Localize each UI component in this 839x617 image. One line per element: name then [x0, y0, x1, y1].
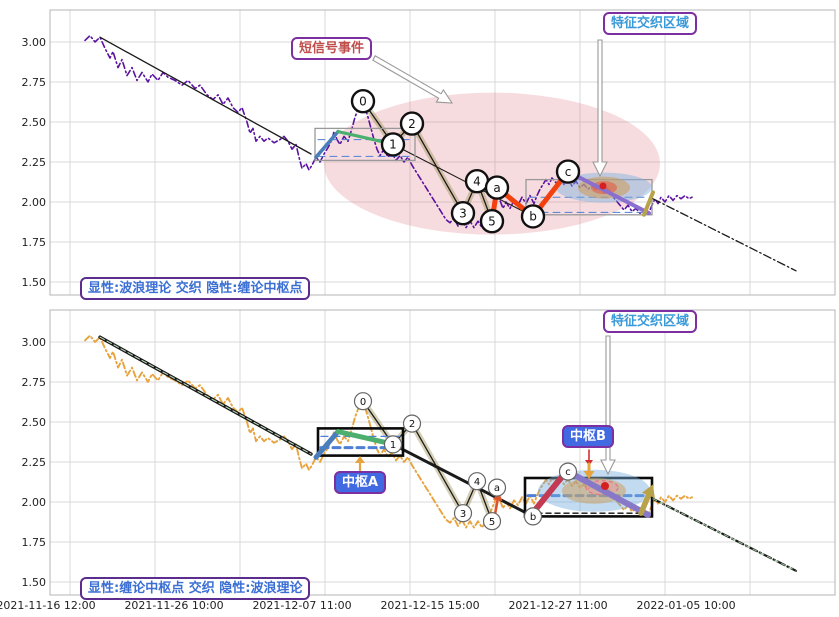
wave-point-circle-1 [383, 435, 403, 454]
blue-segment [314, 129, 340, 159]
tail-green-core [652, 498, 797, 572]
feature-zone-label-top: 特征交织区域 [603, 12, 698, 35]
khaki-up-arrow-head [641, 484, 655, 499]
wave-point-circle-b [520, 204, 546, 229]
wave-point-label-b: b [529, 210, 537, 224]
abc-red-zigzag [489, 169, 571, 224]
pivot-a-label: 中枢A [334, 471, 387, 494]
heat-red-dot [599, 182, 607, 190]
wave-point-circle-c [555, 159, 581, 184]
five-to-a-arrow-head [492, 492, 503, 502]
panel-caption-top: 显性:波浪理论 交织 隐性:缠论中枢点 [80, 277, 311, 300]
feature-arrow-bottom [600, 335, 616, 476]
tail-dashdot [652, 198, 797, 272]
wave-point-label-0: 0 [359, 95, 367, 109]
y-tick-label: 2.75 [22, 76, 47, 89]
wave-point-circle-4 [467, 472, 487, 491]
wave-point-circle-5 [482, 512, 502, 531]
wave-point-label-4: 4 [474, 477, 480, 488]
y-tick-label: 1.75 [22, 236, 47, 249]
y-tick-label: 2.50 [22, 416, 47, 429]
y-tick-label: 1.50 [22, 576, 47, 589]
y-tick-label: 2.75 [22, 376, 47, 389]
wave-point-circle-a [484, 175, 510, 200]
y-tick-label: 1.50 [22, 276, 47, 289]
y-tick-label: 2.25 [22, 156, 47, 169]
wave-point-label-a: a [494, 483, 500, 494]
panel-caption-bottom: 显性:缠论中枢点 交织 隐性:波浪理论 [80, 577, 311, 600]
feature-arrow-top [592, 39, 608, 178]
wave-point-label-5: 5 [488, 215, 496, 229]
pivot-box [316, 427, 405, 457]
wave-point-circle-0 [350, 88, 376, 114]
price-line-explicit-wave-theory [84, 34, 693, 229]
x-tick-label: 2021-12-07 11:00 [252, 599, 351, 612]
wave-point-label-3: 3 [460, 509, 466, 520]
y-tick-label: 2.50 [22, 116, 47, 129]
pivot-b-gold-arrow-head [583, 471, 595, 479]
blue-segment [313, 429, 341, 460]
wave-point-label-5: 5 [489, 517, 495, 528]
y-tick-label: 1.75 [22, 536, 47, 549]
feature-zone-label-bottom: 特征交织区域 [603, 310, 698, 333]
trend-line-green-core [99, 336, 312, 455]
pivot-box [314, 127, 416, 162]
c-down-purple [565, 468, 651, 518]
price-line-explicit-chan-pivot [84, 334, 693, 529]
y-tick-label: 3.00 [22, 336, 47, 349]
wave-point-circle-2 [402, 414, 422, 433]
pivot-a-arrow-head [355, 456, 365, 463]
line-1-to-b [392, 143, 534, 217]
wave-point-label-2: 2 [408, 117, 416, 131]
wave-point-label-1: 1 [390, 440, 396, 451]
x-tick-label: 2022-01-05 10:00 [636, 599, 735, 612]
y-tick-label: 2.25 [22, 456, 47, 469]
x-tick-label: 2021-12-15 15:00 [380, 599, 479, 612]
y-tick-label: 3.00 [22, 36, 47, 49]
pivot-b-label: 中枢B [562, 425, 614, 448]
wave-point-label-2: 2 [409, 419, 415, 430]
wave-point-circle-5 [479, 208, 505, 234]
short-signal-arrow [372, 55, 454, 104]
wave-point-label-c: c [565, 467, 571, 478]
khaki-up-arrow-shaft [638, 492, 652, 516]
wave-point-label-4: 4 [473, 175, 481, 189]
wave-point-label-a: a [493, 181, 500, 195]
short-signal-label: 短信号事件 [291, 37, 373, 60]
wave-point-circle-3 [450, 200, 476, 226]
y-tick-label: 2.00 [22, 196, 47, 209]
wave-point-circle-a [487, 478, 507, 497]
wave-point-circle-b [523, 507, 543, 526]
wave-point-circle-1 [380, 132, 406, 157]
line-1-to-b [391, 442, 535, 518]
wave-point-circle-2 [399, 111, 425, 136]
wave-point-circle-3 [453, 504, 473, 523]
trend-line [99, 36, 312, 155]
x-tick-label: 2021-11-16 12:00 [0, 599, 96, 612]
c-down-purple [566, 169, 651, 216]
x-tick-label: 2021-12-27 11:00 [508, 599, 607, 612]
wave-point-label-0: 0 [360, 397, 366, 408]
wave-point-label-1: 1 [389, 138, 397, 152]
panel-border [49, 9, 836, 296]
x-tick-label: 2021-11-26 10:00 [124, 599, 223, 612]
wave-point-label-b: b [530, 512, 536, 523]
wave-point-circle-c [558, 462, 578, 481]
panel-border [49, 309, 836, 596]
wave-point-circle-0 [353, 392, 373, 411]
wave-point-label-3: 3 [459, 207, 467, 221]
khaki-end-segment [642, 190, 655, 217]
heat-red-dot [601, 482, 609, 490]
wave-point-label-c: c [565, 165, 572, 179]
y-tick-label: 2.00 [22, 496, 47, 509]
